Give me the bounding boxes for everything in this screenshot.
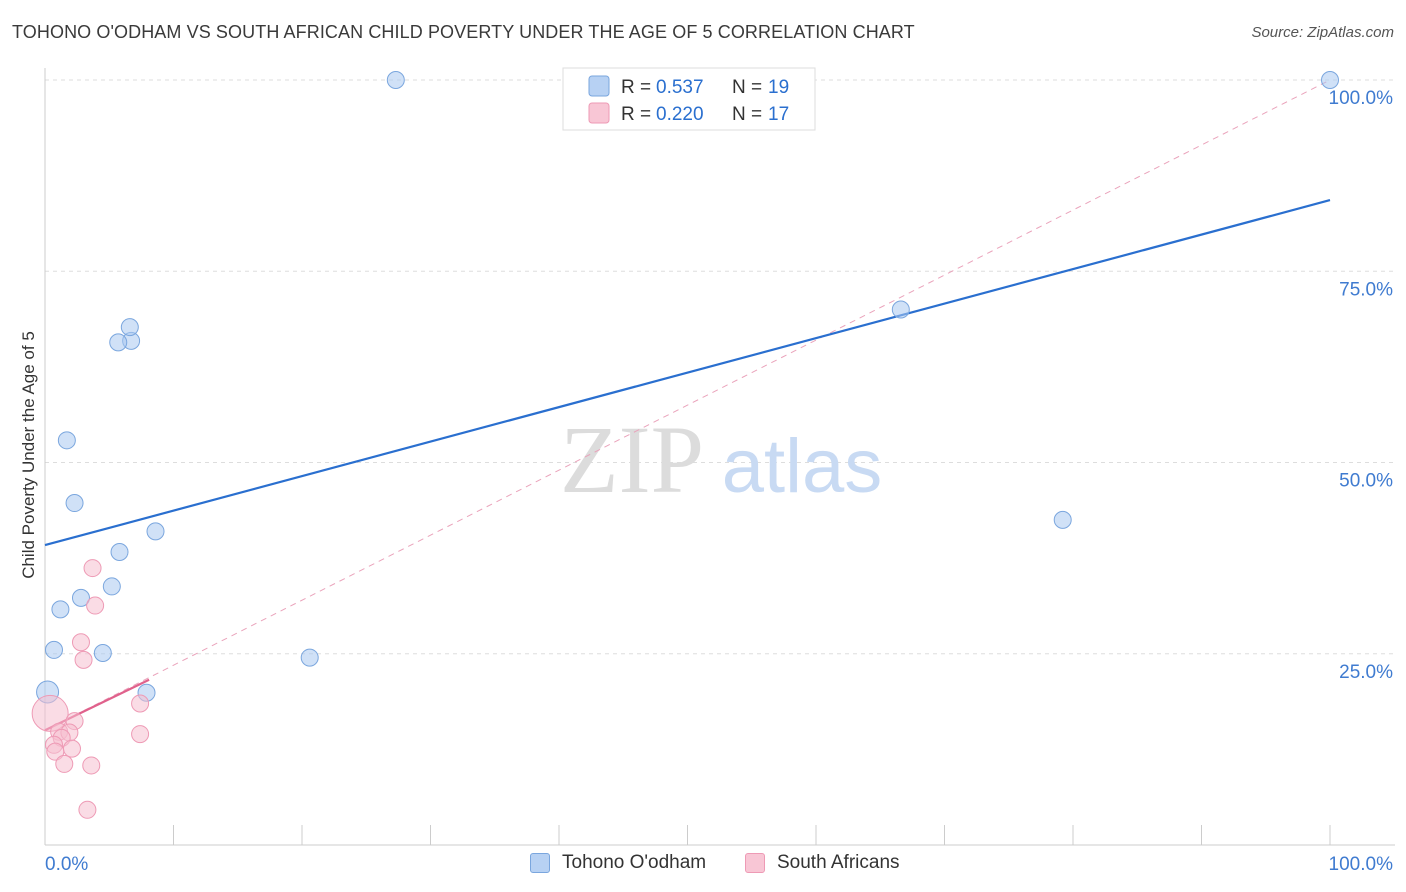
point-south-africans-0 [83,559,102,578]
point-south-africans-9 [131,725,150,744]
series-legend: Tohono O'odham South Africans [0,852,1406,878]
point-tohono-18 [120,318,139,337]
point-tohono-1 [1321,71,1339,89]
y-tick-label-3: 100.0% [1329,88,1394,109]
series-label-south-africans: South Africans [777,852,900,873]
series-swatch-tohono [530,853,550,873]
point-south-africans-2 [71,633,90,652]
legend-n-label-2: N = [732,104,762,125]
x-tick-label-1: 100.0% [1329,854,1394,875]
legend-n-value-2: 17 [768,104,789,125]
watermark-atlas: atlas [722,424,883,509]
trend-line-dashed-south-africans [44,79,1331,731]
legend-r-value-2: 0.220 [656,104,704,125]
y-axis-title: Child Poverty Under the Age of 5 [19,331,38,579]
point-south-africans-3 [74,650,93,669]
legend-r-label-2: R = [621,104,651,125]
gridlines [45,79,1395,655]
watermark: ZIP atlas [560,406,882,513]
y-tick-label-2: 75.0% [1339,279,1393,300]
point-south-africans-13 [46,742,65,761]
trend-lines [44,79,1331,732]
point-south-africans-5 [31,694,69,732]
series-legend-item-south-africans: South Africans [745,852,900,874]
watermark-zip: ZIP [560,406,704,513]
point-tohono-15 [1053,510,1072,529]
point-tohono-13 [93,643,112,662]
point-tohono-6 [65,494,84,513]
point-south-africans-16 [78,800,97,819]
point-south-africans-1 [86,596,105,615]
legend-n-value-1: 19 [768,77,789,98]
legend-swatch-tohono [588,75,610,97]
legend-r-label-1: R = [621,77,651,98]
point-tohono-14 [300,648,319,667]
legend-n-label-1: N = [732,77,762,98]
point-south-africans-15 [82,756,101,775]
chart-title: TOHONO O'ODHAM VS SOUTH AFRICAN CHILD PO… [12,22,915,42]
point-south-africans-14 [55,754,74,773]
y-tick-label-1: 50.0% [1339,471,1393,492]
legend-swatch-south-africans [588,102,610,124]
y-axis-label: Child Poverty Under the Age of 5 [19,331,38,579]
legend-box: R = 0.537 N = 19 R = 0.220 N = 17 [562,67,816,131]
data-points [31,71,1339,819]
chart-source: Source: ZipAtlas.com [1251,24,1394,41]
axes: 25.0% 50.0% 75.0% 100.0% 0.0% 100.0% [44,68,1395,875]
legend-r-value-1: 0.537 [656,77,704,98]
point-tohono-5 [57,431,76,450]
series-legend-item-tohono: Tohono O'odham [530,852,706,874]
point-tohono-10 [71,588,90,607]
point-tohono-8 [110,543,129,562]
point-tohono-9 [102,577,121,596]
point-tohono-4 [109,333,128,352]
point-south-africans-4 [131,694,150,713]
point-tohono-12 [44,640,63,659]
trend-line-tohono [44,199,1331,547]
y-tick-label-0: 25.0% [1339,662,1393,683]
point-tohono-0 [386,71,405,89]
point-tohono-11 [51,600,70,619]
series-label-tohono: Tohono O'odham [562,852,707,873]
series-swatch-south-africans [745,853,765,873]
point-tohono-7 [146,522,165,541]
point-tohono-2 [891,300,910,319]
x-tick-label-0: 0.0% [45,854,88,875]
point-south-africans-12 [62,739,81,758]
